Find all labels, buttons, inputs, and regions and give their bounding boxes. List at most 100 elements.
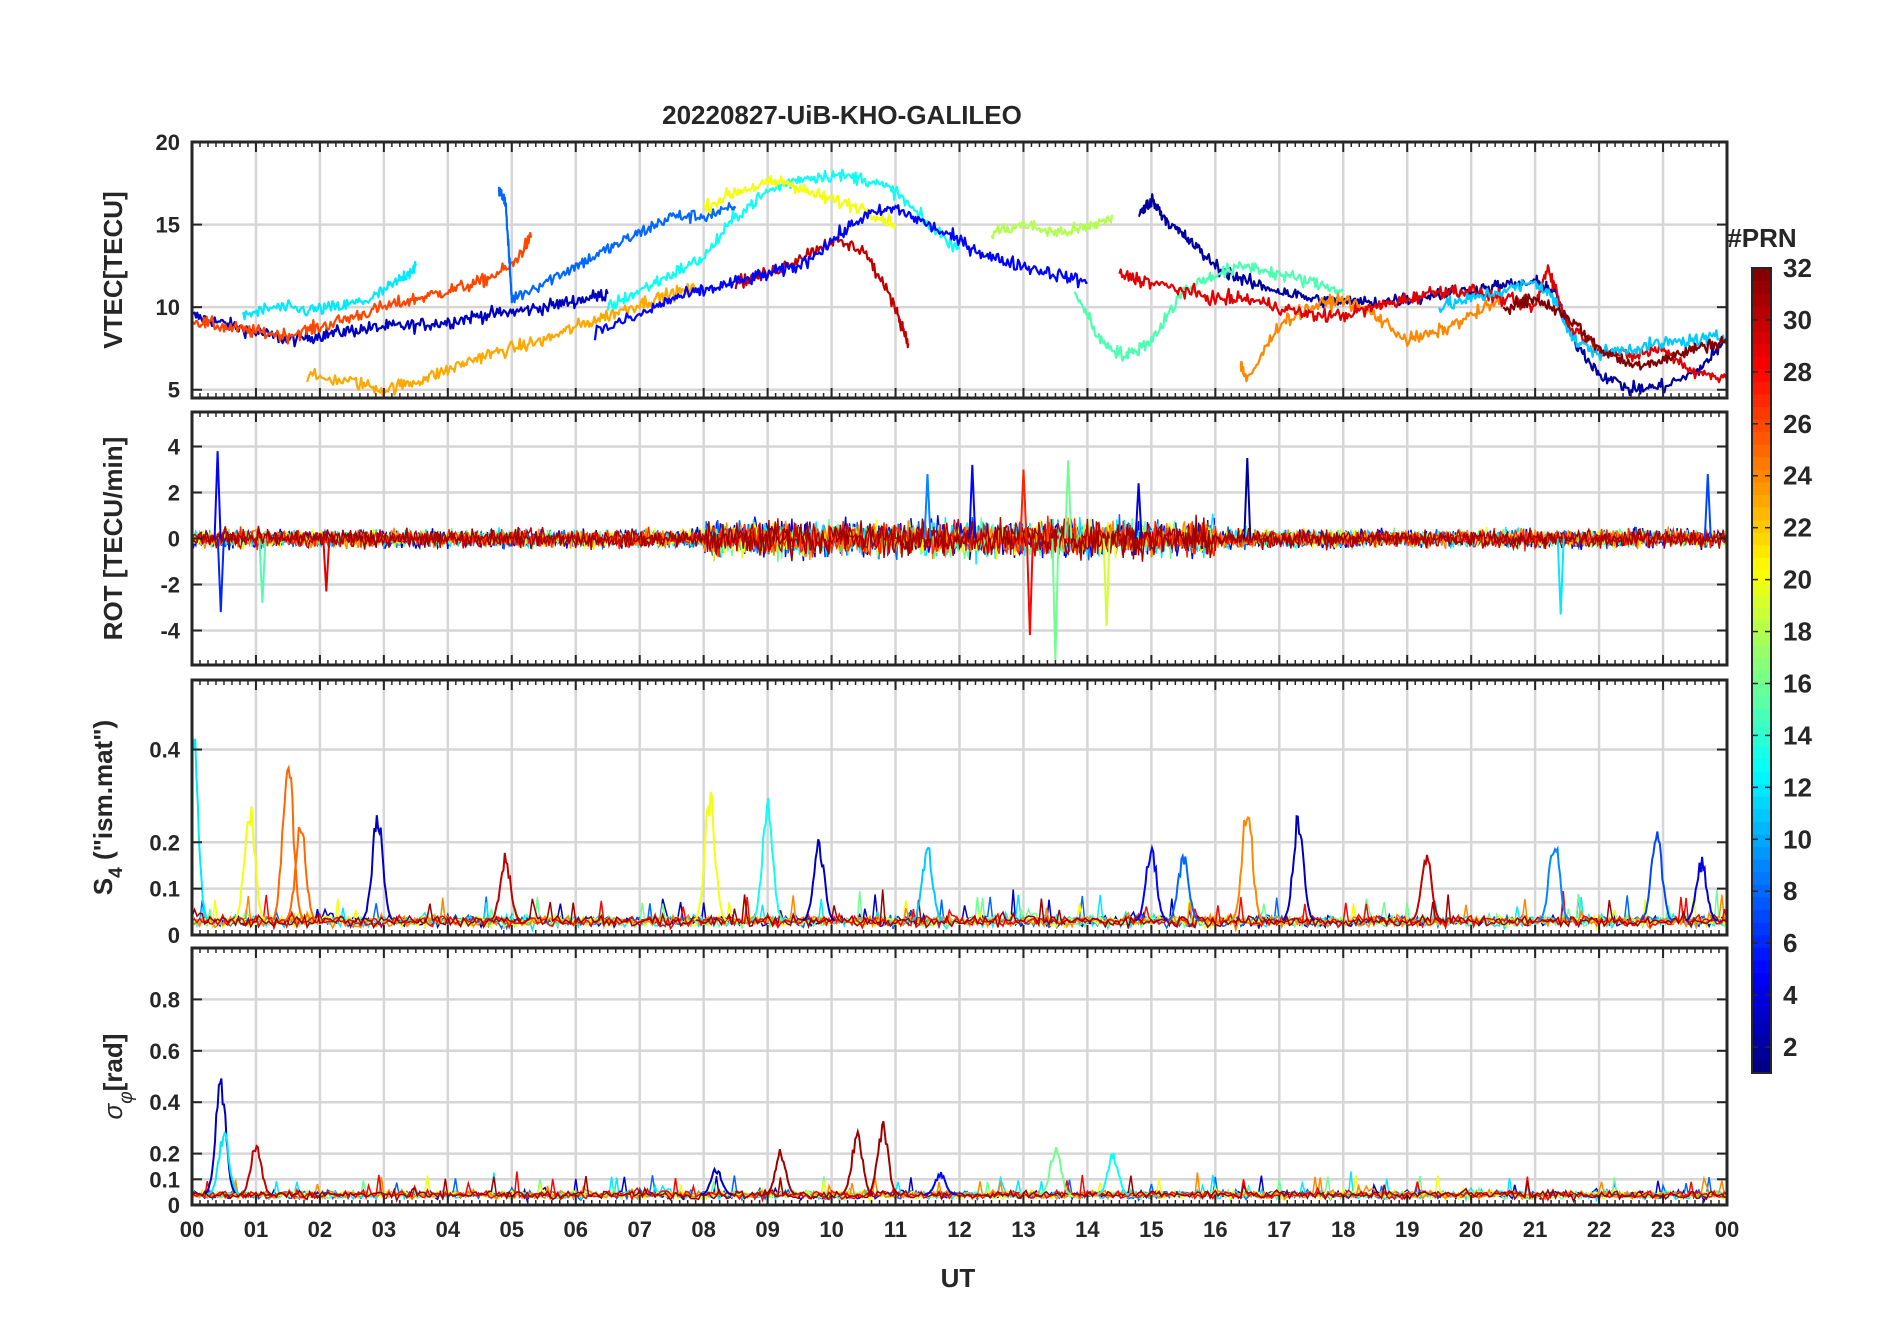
x-tick-label: 16 bbox=[1203, 1217, 1227, 1242]
colorbar-tick-label: 30 bbox=[1783, 305, 1812, 335]
peak-event bbox=[1281, 815, 1316, 922]
x-tick-label: 21 bbox=[1523, 1217, 1547, 1242]
colorbar-segment bbox=[1752, 481, 1771, 496]
peak-event bbox=[1537, 845, 1571, 922]
colorbar-segment bbox=[1752, 783, 1771, 797]
y-tick-label: 0.4 bbox=[149, 1090, 180, 1115]
colorbar-segment bbox=[1752, 305, 1771, 319]
panel-1: 5 10 15 20 VTEC[TECU] bbox=[98, 130, 1729, 403]
colorbar-segment bbox=[1752, 620, 1771, 634]
peak-event bbox=[840, 1127, 874, 1196]
y-tick-label: 0 bbox=[168, 1193, 180, 1218]
colorbar-tick-label: 10 bbox=[1783, 824, 1812, 854]
y-tick-label: 15 bbox=[156, 213, 180, 238]
rot-spike bbox=[1556, 538, 1565, 615]
y-axis-label: S4 ("ism.mat") bbox=[88, 720, 127, 895]
y-axis-label: ROT [TECU/min] bbox=[98, 437, 128, 641]
peak-event bbox=[1409, 854, 1443, 922]
x-axis-label: UT bbox=[941, 1263, 976, 1293]
y-tick-label: 0 bbox=[168, 527, 180, 552]
rot-spike bbox=[1703, 474, 1712, 539]
colorbar-segment bbox=[1752, 947, 1771, 961]
peak-event bbox=[1166, 852, 1200, 922]
peak-event bbox=[1039, 1147, 1072, 1196]
panel-3: 0 0.1 0.2 0.4 S4 ("ism.mat") bbox=[88, 678, 1729, 948]
peak-event bbox=[1684, 856, 1718, 922]
colorbar-segment bbox=[1752, 569, 1771, 584]
x-tick-label: 22 bbox=[1587, 1217, 1611, 1242]
colorbar-tick-label: 4 bbox=[1783, 980, 1798, 1010]
colorbar-tick-label: 18 bbox=[1783, 617, 1812, 647]
colorbar-segment bbox=[1752, 984, 1771, 999]
vtec-series-prn-5 bbox=[593, 203, 1088, 341]
series-prn-31 bbox=[192, 889, 1727, 930]
colorbar-segment bbox=[1752, 632, 1771, 646]
colorbar-segment bbox=[1752, 1060, 1771, 1074]
x-tick-label: 05 bbox=[500, 1217, 524, 1242]
colorbar-segment bbox=[1752, 393, 1771, 407]
colorbar-segment bbox=[1752, 280, 1771, 294]
panel-frame bbox=[190, 410, 1729, 667]
peak-event bbox=[192, 717, 209, 920]
colorbar-segment bbox=[1752, 708, 1771, 722]
y-axis-label: VTEC[TECU] bbox=[98, 191, 128, 348]
x-tick-label: 20 bbox=[1459, 1217, 1483, 1242]
panel-frame bbox=[190, 678, 1729, 937]
peak-event bbox=[693, 791, 727, 921]
x-tick-label: 08 bbox=[691, 1217, 715, 1242]
colorbar-segment bbox=[1752, 745, 1771, 760]
data-layer bbox=[192, 451, 1727, 661]
y-tick-label: 20 bbox=[156, 130, 180, 155]
peak-event bbox=[924, 1171, 957, 1196]
rot-spike bbox=[1025, 538, 1034, 636]
colorbar-segment bbox=[1752, 834, 1771, 848]
colorbar-segment bbox=[1752, 557, 1771, 571]
peak-event bbox=[1096, 1152, 1130, 1196]
colorbar-tick-label: 28 bbox=[1783, 357, 1812, 387]
peak-event bbox=[271, 764, 304, 921]
panel-frame bbox=[190, 946, 1729, 1207]
y-tick-label: 0 bbox=[168, 923, 180, 948]
colorbar-segment bbox=[1752, 846, 1771, 860]
x-tick-label: 13 bbox=[1011, 1217, 1035, 1242]
data-layer bbox=[192, 168, 1727, 397]
y-tick-label: 0.1 bbox=[149, 1167, 180, 1192]
rot-spike bbox=[322, 538, 331, 592]
colorbar-segment bbox=[1752, 582, 1771, 596]
colorbar-segment bbox=[1752, 506, 1771, 521]
colorbar-segment bbox=[1752, 771, 1771, 785]
x-tick-label: 10 bbox=[819, 1217, 843, 1242]
x-tick-label: 00 bbox=[180, 1217, 204, 1242]
rot-spike bbox=[1064, 460, 1073, 539]
colorbar-segment bbox=[1752, 607, 1771, 621]
vtec-series-prn-8 bbox=[497, 186, 737, 304]
colorbar-tick-label: 26 bbox=[1783, 409, 1812, 439]
colorbar-segment bbox=[1752, 1035, 1771, 1049]
vtec-series-prn-20 bbox=[703, 175, 897, 230]
colorbar-segment bbox=[1752, 758, 1771, 772]
x-tick-label: 17 bbox=[1267, 1217, 1291, 1242]
colorbar-segment bbox=[1752, 1022, 1771, 1036]
colorbar-segment bbox=[1752, 343, 1771, 357]
colorbar-tick-label: 2 bbox=[1783, 1032, 1797, 1062]
x-tick-label: 14 bbox=[1075, 1217, 1100, 1242]
colorbar-segment bbox=[1752, 959, 1771, 973]
rot-spike bbox=[923, 474, 932, 539]
data-layer bbox=[192, 717, 1727, 933]
colorbar-segment bbox=[1752, 1047, 1771, 1062]
y-tick-label: 0.2 bbox=[149, 1142, 180, 1167]
y-tick-label: 5 bbox=[168, 378, 180, 403]
peak-event bbox=[233, 806, 266, 922]
colorbar-segment bbox=[1752, 997, 1771, 1011]
peak-event bbox=[488, 852, 522, 922]
y-tick-label: -4 bbox=[160, 619, 180, 644]
y-tick-label: -2 bbox=[160, 573, 180, 598]
x-tick-label: 12 bbox=[947, 1217, 971, 1242]
x-tick-label: 11 bbox=[884, 1217, 907, 1242]
y-tick-label: 4 bbox=[168, 435, 181, 460]
rot-spike bbox=[1134, 483, 1143, 539]
rot-spike bbox=[216, 538, 225, 613]
x-tick-label: 19 bbox=[1395, 1217, 1419, 1242]
colorbar-segment bbox=[1752, 532, 1771, 546]
